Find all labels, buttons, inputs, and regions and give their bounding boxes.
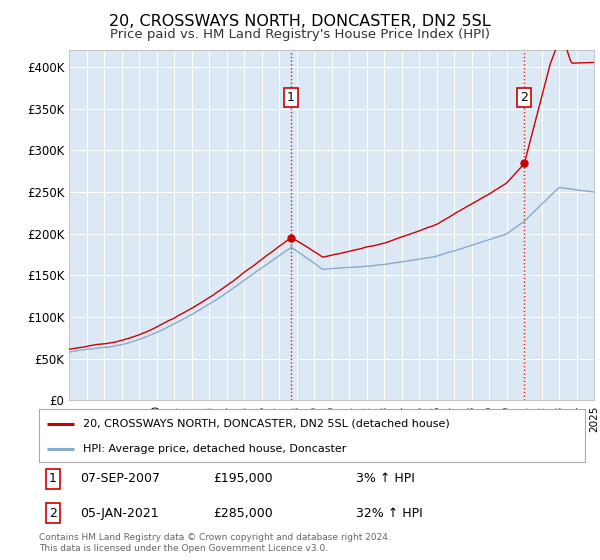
Text: 32% ↑ HPI: 32% ↑ HPI <box>356 507 422 520</box>
Text: 1: 1 <box>49 473 56 486</box>
Text: 3% ↑ HPI: 3% ↑ HPI <box>356 473 415 486</box>
Text: 1: 1 <box>287 91 295 104</box>
Text: Contains HM Land Registry data © Crown copyright and database right 2024.
This d: Contains HM Land Registry data © Crown c… <box>39 533 391 553</box>
Text: 2: 2 <box>49 507 56 520</box>
Text: 05-JAN-2021: 05-JAN-2021 <box>80 507 158 520</box>
Text: £285,000: £285,000 <box>214 507 274 520</box>
Text: 2: 2 <box>520 91 528 104</box>
Text: HPI: Average price, detached house, Doncaster: HPI: Average price, detached house, Donc… <box>83 444 346 454</box>
Text: Price paid vs. HM Land Registry's House Price Index (HPI): Price paid vs. HM Land Registry's House … <box>110 28 490 41</box>
Text: 07-SEP-2007: 07-SEP-2007 <box>80 473 160 486</box>
Text: 20, CROSSWAYS NORTH, DONCASTER, DN2 5SL: 20, CROSSWAYS NORTH, DONCASTER, DN2 5SL <box>109 14 491 29</box>
Text: 20, CROSSWAYS NORTH, DONCASTER, DN2 5SL (detached house): 20, CROSSWAYS NORTH, DONCASTER, DN2 5SL … <box>83 419 449 429</box>
Text: £195,000: £195,000 <box>214 473 274 486</box>
